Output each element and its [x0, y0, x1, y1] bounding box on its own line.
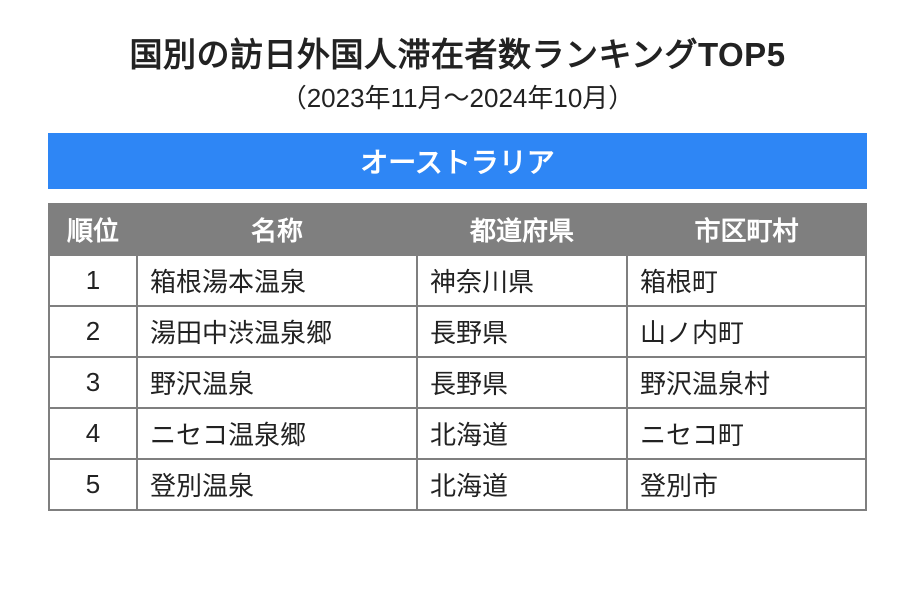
- col-pref: 都道府県: [417, 204, 627, 255]
- table-header-row: 順位 名称 都道府県 市区町村: [49, 204, 866, 255]
- table-row: 4 ニセコ温泉郷 北海道 ニセコ町: [49, 408, 866, 459]
- title-block: 国別の訪日外国人滞在者数ランキングTOP5 （2023年11月～2024年10月…: [48, 28, 867, 115]
- table-row: 2 湯田中渋温泉郷 長野県 山ノ内町: [49, 306, 866, 357]
- cell-city: 箱根町: [627, 255, 866, 306]
- cell-name: ニセコ温泉郷: [137, 408, 417, 459]
- cell-name: 野沢温泉: [137, 357, 417, 408]
- table-row: 1 箱根湯本温泉 神奈川県 箱根町: [49, 255, 866, 306]
- main-title: 国別の訪日外国人滞在者数ランキングTOP5: [48, 28, 867, 76]
- cell-name: 登別温泉: [137, 459, 417, 510]
- col-name: 名称: [137, 204, 417, 255]
- table-row: 5 登別温泉 北海道 登別市: [49, 459, 866, 510]
- country-banner: オーストラリア: [48, 133, 867, 189]
- cell-rank: 5: [49, 459, 137, 510]
- cell-pref: 長野県: [417, 357, 627, 408]
- cell-rank: 2: [49, 306, 137, 357]
- col-city: 市区町村: [627, 204, 866, 255]
- cell-pref: 北海道: [417, 459, 627, 510]
- cell-name: 箱根湯本温泉: [137, 255, 417, 306]
- cell-pref: 北海道: [417, 408, 627, 459]
- cell-city: 野沢温泉村: [627, 357, 866, 408]
- cell-rank: 4: [49, 408, 137, 459]
- cell-rank: 1: [49, 255, 137, 306]
- table-row: 3 野沢温泉 長野県 野沢温泉村: [49, 357, 866, 408]
- cell-name: 湯田中渋温泉郷: [137, 306, 417, 357]
- ranking-table: 順位 名称 都道府県 市区町村 1 箱根湯本温泉 神奈川県 箱根町 2 湯田中渋…: [48, 203, 867, 511]
- cell-pref: 長野県: [417, 306, 627, 357]
- cell-rank: 3: [49, 357, 137, 408]
- subtitle: （2023年11月～2024年10月）: [48, 78, 867, 115]
- col-rank: 順位: [49, 204, 137, 255]
- cell-city: 登別市: [627, 459, 866, 510]
- cell-city: ニセコ町: [627, 408, 866, 459]
- cell-pref: 神奈川県: [417, 255, 627, 306]
- cell-city: 山ノ内町: [627, 306, 866, 357]
